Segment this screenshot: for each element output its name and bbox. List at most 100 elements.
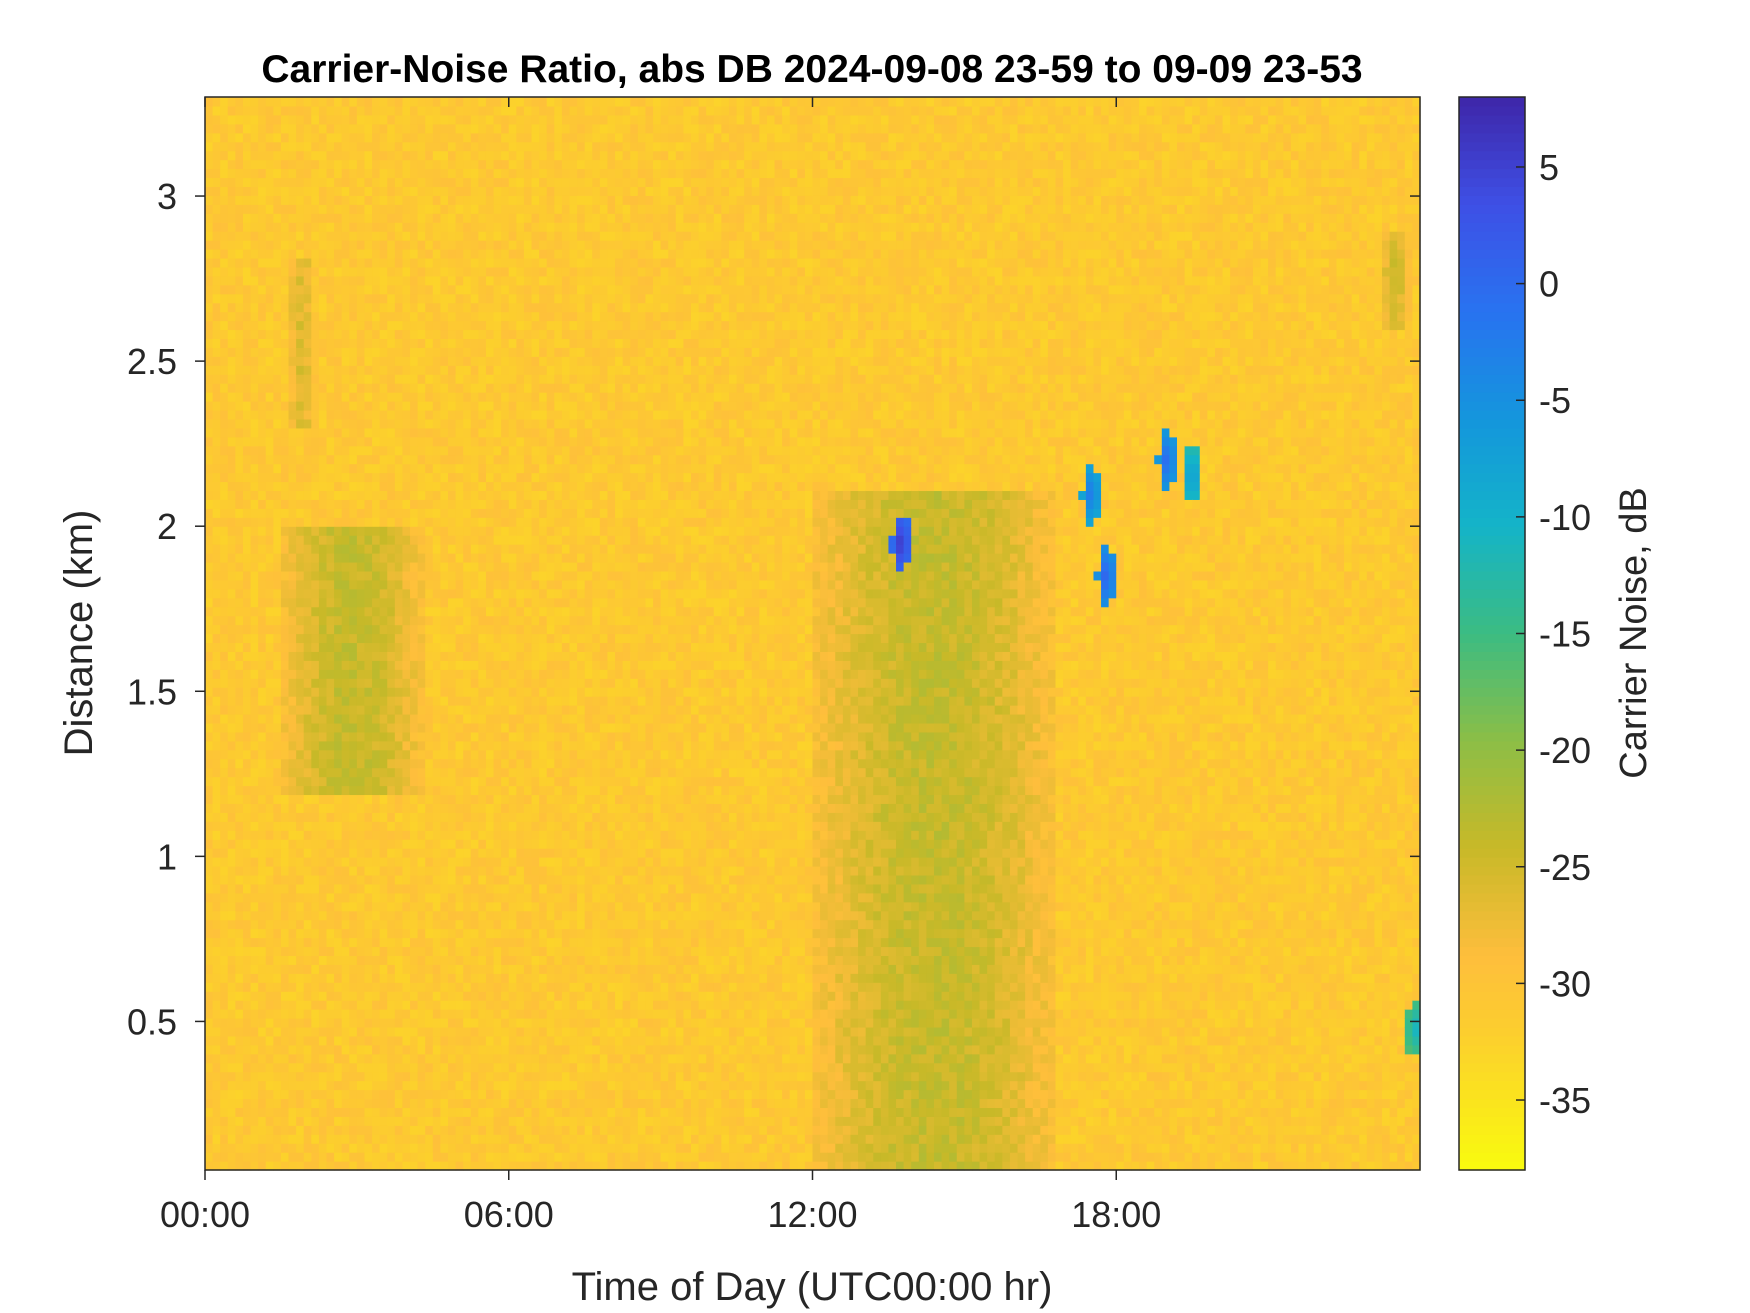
heatmap-cell: [508, 114, 517, 125]
heatmap-cell: [273, 329, 282, 340]
heatmap-cell: [501, 338, 510, 348]
heatmap-cell: [432, 660, 441, 670]
heatmap-cell: [242, 490, 252, 500]
heatmap-cell: [265, 1026, 274, 1037]
heatmap-cell: [485, 114, 495, 125]
heatmap-cell: [303, 499, 312, 509]
heatmap-cell: [448, 383, 457, 393]
heatmap-cell: [485, 1009, 495, 1019]
heatmap-cell: [205, 678, 214, 688]
heatmap-cell: [258, 249, 267, 259]
heatmap-cell: [508, 839, 517, 849]
heatmap-cell: [303, 982, 312, 992]
heatmap-cell: [318, 177, 328, 188]
heatmap-cell: [326, 857, 335, 867]
heatmap-cell: [455, 195, 464, 205]
heatmap-cell: [417, 830, 426, 840]
heatmap-cell: [205, 454, 214, 465]
heatmap-cell: [432, 240, 441, 250]
heatmap-cell: [205, 427, 214, 438]
heatmap-cell: [303, 776, 312, 787]
heatmap-cell: [273, 642, 282, 652]
heatmap-cell: [250, 901, 259, 912]
heatmap-cell: [242, 982, 252, 992]
heatmap-cell: [440, 275, 449, 286]
heatmap-cell: [485, 955, 495, 965]
heatmap-cell: [440, 445, 449, 456]
heatmap-cell: [448, 946, 457, 956]
heatmap-cell: [478, 374, 487, 384]
heatmap-cell: [235, 150, 244, 161]
heatmap-cell: [417, 284, 426, 295]
heatmap-cell: [296, 973, 305, 983]
heatmap-cell: [493, 928, 502, 939]
heatmap-cell: [311, 284, 320, 295]
heatmap-cell: [379, 213, 388, 223]
heatmap-cell: [288, 427, 297, 438]
heatmap-cell: [311, 1152, 320, 1162]
heatmap-cell: [394, 445, 404, 456]
heatmap-cell: [516, 830, 525, 840]
heatmap-cell: [493, 553, 502, 563]
heatmap-cell: [250, 1116, 259, 1126]
heatmap-cell: [318, 928, 328, 939]
heatmap-cell: [485, 705, 495, 715]
heatmap-cell: [493, 105, 502, 116]
heatmap-cell: [478, 293, 487, 304]
heatmap-cell: [493, 365, 502, 375]
heatmap-cell: [265, 830, 274, 840]
heatmap-cell: [478, 848, 487, 858]
heatmap-cell: [508, 311, 517, 322]
heatmap-cell: [220, 526, 229, 536]
heatmap-cell: [280, 204, 290, 214]
heatmap-cell: [417, 266, 426, 277]
heatmap-cell: [205, 347, 214, 357]
heatmap-cell: [296, 588, 305, 599]
heatmap-cell: [402, 266, 411, 277]
heatmap-cell: [410, 445, 419, 456]
heatmap-cell: [205, 338, 214, 348]
heatmap-cell: [364, 123, 373, 134]
heatmap-cell: [394, 132, 404, 143]
heatmap-cell: [235, 901, 244, 912]
heatmap-cell: [296, 705, 305, 715]
heatmap-cell: [334, 195, 343, 205]
heatmap-cell: [311, 1116, 320, 1126]
heatmap-cell: [470, 794, 479, 804]
heatmap-cell: [205, 159, 214, 170]
heatmap-cell: [288, 1152, 297, 1162]
heatmap-cell: [311, 1009, 320, 1019]
heatmap-cell: [349, 472, 358, 483]
heatmap-cell: [334, 177, 343, 188]
heatmap-cell: [470, 240, 479, 250]
heatmap-cell: [227, 722, 236, 733]
heatmap-cell: [258, 159, 267, 170]
heatmap-cell: [425, 159, 434, 170]
heatmap-cell: [470, 356, 479, 366]
heatmap-cell: [493, 186, 502, 196]
heatmap-cell: [303, 1134, 312, 1144]
heatmap-cell: [296, 213, 305, 223]
heatmap-cell: [334, 624, 343, 635]
heatmap-cell: [402, 481, 411, 492]
heatmap-cell: [356, 740, 366, 751]
heatmap-cell: [212, 392, 221, 402]
heatmap-cell: [432, 794, 441, 804]
heatmap-cell: [478, 329, 487, 340]
heatmap-cell: [485, 150, 495, 161]
heatmap-cell: [258, 383, 267, 393]
heatmap-cell: [432, 177, 441, 188]
heatmap-cell: [303, 320, 312, 331]
heatmap-cell: [334, 213, 343, 223]
heatmap-cell: [478, 758, 487, 769]
heatmap-cell: [440, 937, 449, 948]
heatmap-cell: [455, 454, 464, 465]
heatmap-cell: [387, 204, 396, 214]
heatmap-cell: [455, 257, 464, 268]
heatmap-cell: [372, 812, 381, 822]
heatmap-cell: [516, 1080, 525, 1091]
heatmap-cell: [296, 257, 305, 268]
heatmap-cell: [220, 436, 229, 447]
heatmap-cell: [455, 463, 464, 474]
heatmap-cell: [242, 821, 252, 831]
